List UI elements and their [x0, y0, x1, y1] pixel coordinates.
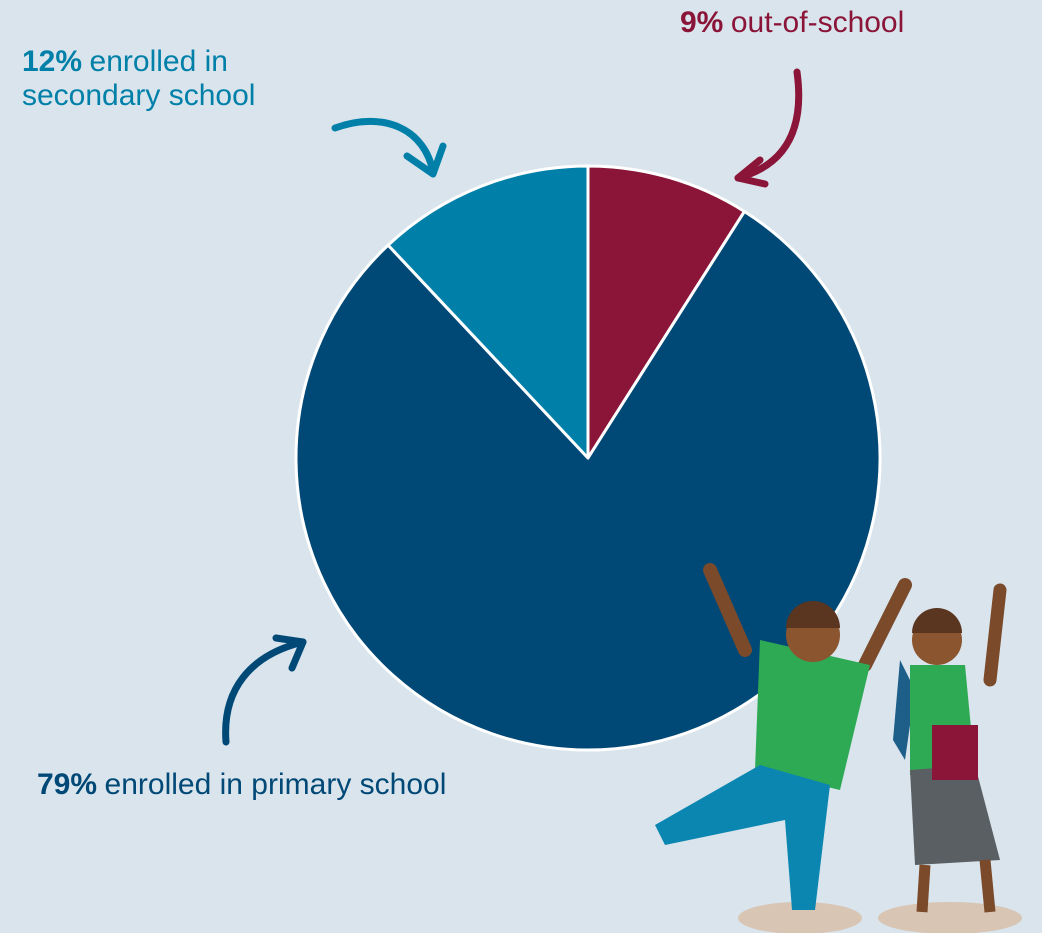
arrowhead: [403, 142, 447, 178]
shadow: [878, 902, 1022, 933]
hair: [912, 608, 962, 633]
illustration: [655, 563, 1022, 933]
arrow: [734, 68, 803, 182]
arm: [703, 563, 752, 657]
arm: [858, 578, 912, 672]
shirt: [755, 640, 870, 790]
hair: [786, 601, 840, 628]
value-label: 9%: [680, 6, 724, 39]
skirt: [910, 765, 1000, 865]
category-label: enrolled in primary school: [104, 768, 447, 801]
arrowhead: [734, 156, 769, 188]
arrows: [222, 68, 803, 746]
value-label: 12%: [22, 45, 83, 78]
label-secondary: 12% enrolled in secondary school: [22, 45, 322, 113]
book: [932, 725, 978, 780]
shadow: [738, 902, 862, 933]
backpack: [893, 660, 915, 760]
category-label: enrolled in secondary school: [22, 45, 256, 112]
category-label: out-of-school: [730, 6, 905, 39]
pie-slice: [386, 164, 590, 460]
pie-slice: [586, 164, 746, 460]
value-label: 79%: [37, 768, 98, 801]
arrow: [222, 638, 307, 746]
label-primary: 79% enrolled in primary school: [37, 768, 447, 802]
label-out-of-school: 9% out-of-school: [680, 6, 1000, 40]
trousers: [655, 765, 830, 910]
arm: [983, 583, 1007, 687]
arrowhead: [272, 634, 307, 672]
legs: [916, 859, 996, 913]
arrow: [331, 117, 437, 176]
